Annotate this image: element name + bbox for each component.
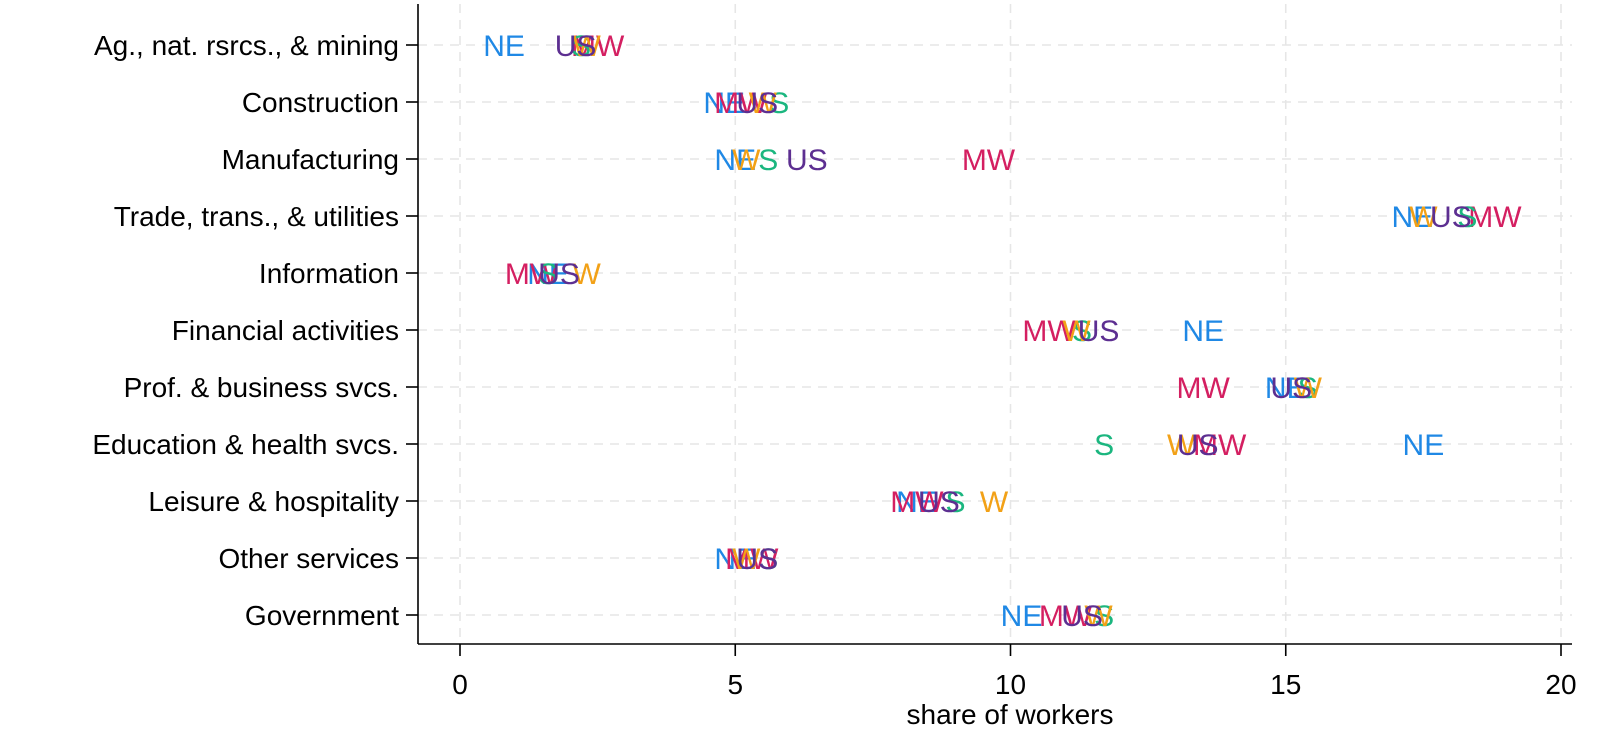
category-label: Ag., nat. rsrcs., & mining — [94, 30, 399, 61]
point-label-mw: MW — [714, 87, 768, 120]
x-tick-label: 20 — [1545, 669, 1576, 700]
point-label-w: W — [749, 87, 778, 120]
point-label-mw: MW — [505, 258, 559, 291]
point-label-ne: NE — [1392, 201, 1434, 234]
x-tick-label: 5 — [727, 669, 743, 700]
x-axis: 0 5 10 15 20 — [452, 644, 1577, 700]
point-label-ne: NE — [483, 30, 525, 63]
category-label: Trade, trans., & utilities — [114, 201, 399, 232]
category-label: Information — [259, 258, 399, 289]
category-label: Government — [245, 600, 399, 631]
point-label-w: W — [732, 543, 761, 576]
point-label-s: S — [758, 543, 778, 576]
point-label-mw: MW — [890, 486, 944, 519]
category-label: Leisure & hospitality — [148, 486, 399, 517]
point-label-us: US — [1078, 315, 1120, 348]
point-label-us: US — [736, 87, 778, 120]
point-label-ne: NE — [714, 144, 756, 177]
point-label-s: S — [1094, 429, 1114, 462]
point-label-w: W — [1167, 429, 1196, 462]
point-label-w: W — [1294, 372, 1323, 405]
point-label-mw: MW — [1468, 201, 1522, 234]
x-tick-label: 0 — [452, 669, 468, 700]
point-label-ne: NE — [896, 486, 938, 519]
point-label-us: US — [918, 486, 960, 519]
point-label-w: W — [572, 258, 601, 291]
point-label-s: S — [571, 30, 591, 63]
point-label-us: US — [1061, 600, 1103, 633]
point-label-s: S — [1094, 600, 1114, 633]
point-label-w: W — [1062, 315, 1091, 348]
point-label-us: US — [736, 543, 778, 576]
point-label-mw: MW — [1193, 429, 1247, 462]
point-label-us: US — [1430, 201, 1472, 234]
point-label-s: S — [1457, 201, 1477, 234]
category-label: Other services — [219, 543, 400, 574]
point-label-us: US — [1177, 429, 1219, 462]
point-label-us: US — [555, 30, 597, 63]
point-labels: NENENENENENENENENENENEMWMWMWMWMWMWMWMWMW… — [483, 30, 1522, 633]
point-label-mw: MW — [1022, 315, 1076, 348]
point-label-s: S — [769, 87, 789, 120]
point-label-us: US — [538, 258, 580, 291]
point-label-s: S — [1072, 315, 1092, 348]
point-label-ne: NE — [703, 87, 745, 120]
category-label: Financial activities — [172, 315, 399, 346]
x-tick-label: 10 — [995, 669, 1026, 700]
point-label-s: S — [1298, 372, 1318, 405]
point-label-ne: NE — [1001, 600, 1043, 633]
point-label-w: W — [1409, 201, 1438, 234]
point-label-mw: MW — [571, 30, 625, 63]
point-label-ne: NE — [527, 258, 569, 291]
point-label-s: S — [538, 258, 558, 291]
point-label-ne: NE — [1265, 372, 1307, 405]
category-label: Prof. & business svcs. — [124, 372, 399, 403]
point-label-s: S — [945, 486, 965, 519]
x-axis-title: share of workers — [907, 699, 1114, 730]
point-label-w: W — [732, 144, 761, 177]
point-label-w: W — [1084, 600, 1113, 633]
point-label-w: W — [980, 486, 1009, 519]
point-label-us: US — [1270, 372, 1312, 405]
category-label: Manufacturing — [222, 144, 399, 175]
point-label-us: US — [786, 144, 828, 177]
point-label-mw: MW — [725, 543, 779, 576]
x-tick-label: 15 — [1270, 669, 1301, 700]
y-axis: Ag., nat. rsrcs., & mining Construction Ma… — [92, 30, 418, 631]
point-label-mw: MW — [1177, 372, 1231, 405]
point-label-w: W — [572, 30, 601, 63]
point-label-ne: NE — [714, 543, 756, 576]
point-label-mw: MW — [962, 144, 1016, 177]
point-label-mw: MW — [1039, 600, 1093, 633]
point-label-ne: NE — [1182, 315, 1224, 348]
grid-layer — [418, 4, 1572, 644]
category-label: Construction — [242, 87, 399, 118]
point-label-ne: NE — [1403, 429, 1445, 462]
point-label-s: S — [758, 144, 778, 177]
category-label: Education & health svcs. — [92, 429, 399, 460]
